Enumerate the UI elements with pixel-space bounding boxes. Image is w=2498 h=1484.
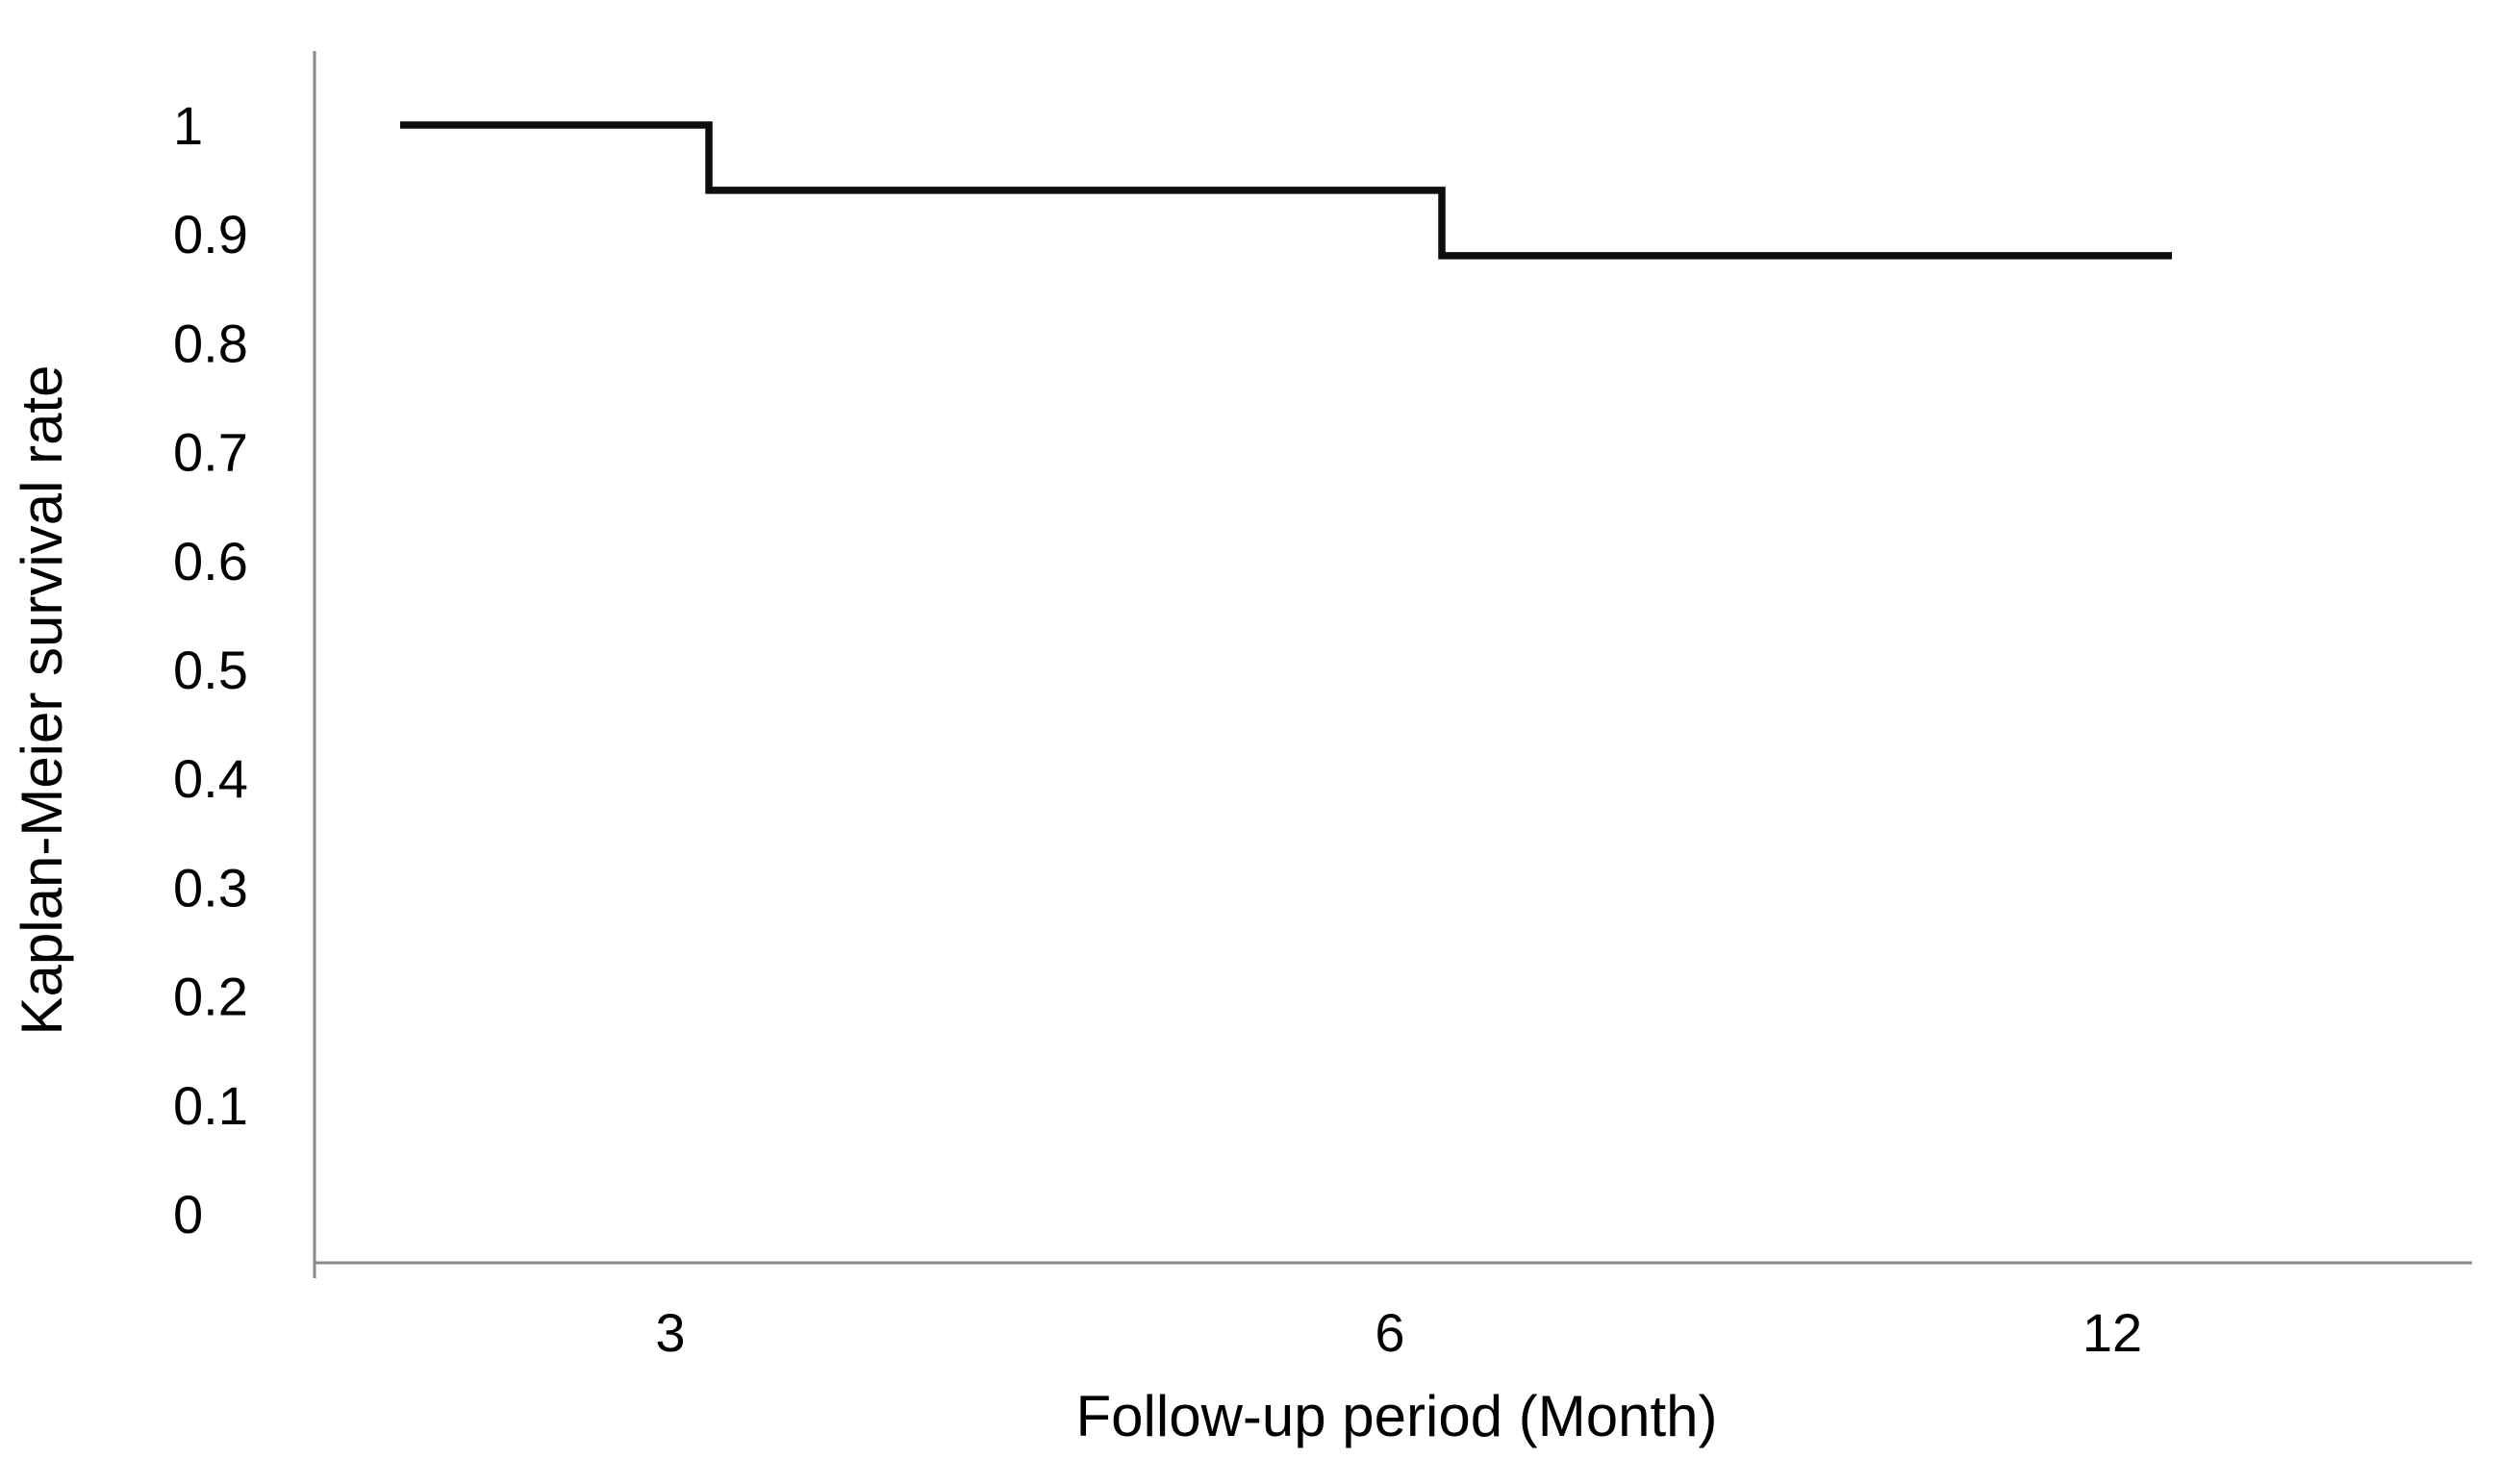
y-tick-label: 0.2 [173,967,248,1027]
y-tick-label: 0.1 [173,1075,248,1136]
x-tick-label: 3 [655,1302,685,1363]
x-axis-tick-labels: 3 6 12 [655,1302,2142,1363]
y-tick-label: 0.4 [173,748,248,809]
y-tick-label: 0 [173,1184,203,1245]
y-tick-label: 1 [173,95,203,156]
x-tick-label: 12 [2082,1302,2142,1363]
y-tick-label: 0.6 [173,531,248,591]
y-tick-label: 0.8 [173,313,248,373]
y-axis-tick-labels: 1 0.9 0.8 0.7 0.6 0.5 0.4 0.3 0.2 0.1 0 [173,95,248,1245]
x-tick-label: 6 [1375,1302,1404,1363]
y-tick-label: 0.7 [173,422,248,483]
x-axis-title: Follow-up period (Month) [1076,1384,1718,1448]
survival-step-line [400,121,2172,260]
y-tick-label: 0.3 [173,857,248,918]
y-axis-title: Kaplan-Meier survival rate [10,365,74,1036]
y-tick-label: 0.9 [173,204,248,264]
y-tick-label: 0.5 [173,640,248,700]
